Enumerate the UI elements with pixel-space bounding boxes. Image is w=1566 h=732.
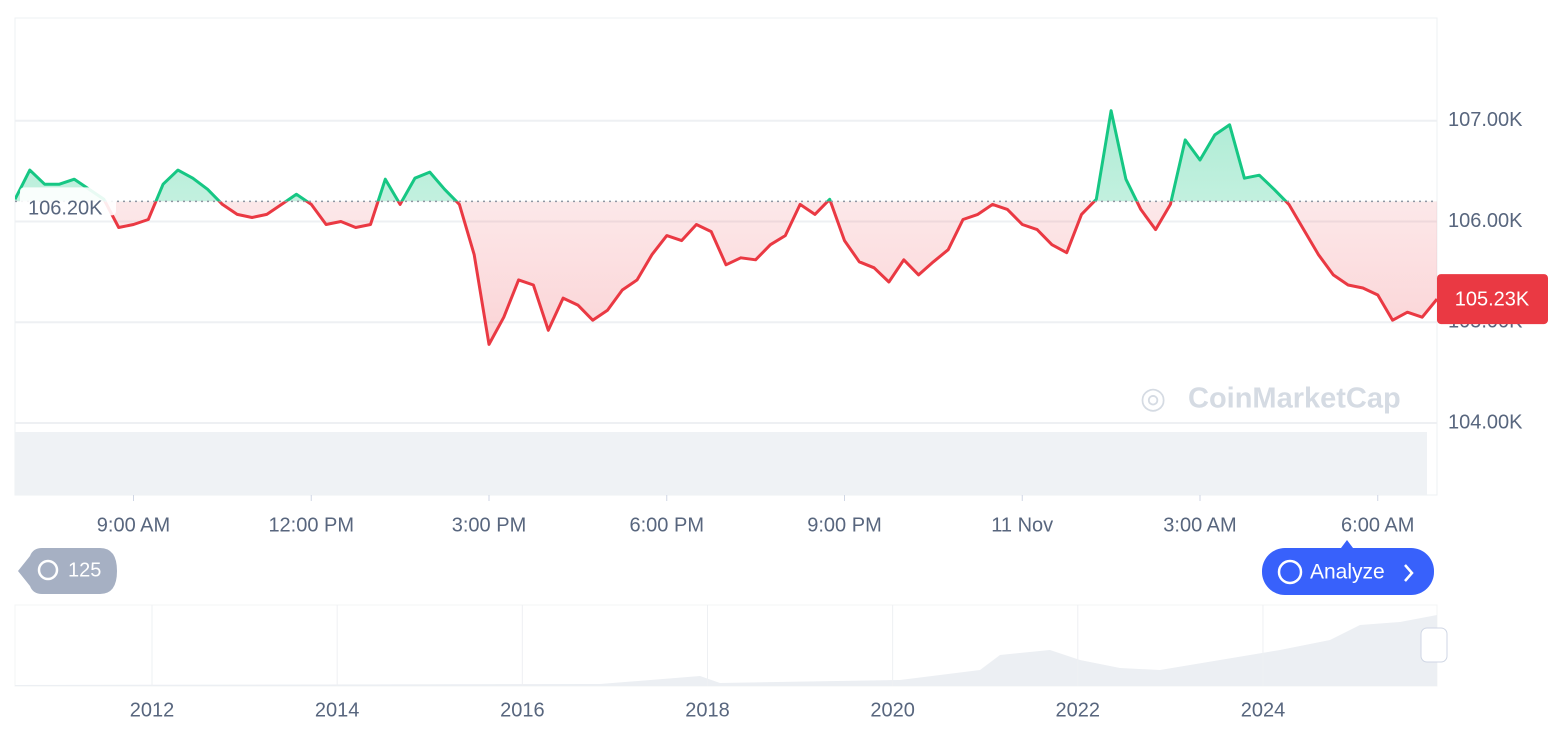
x-tick-label: 9:00 AM [97, 514, 170, 536]
navigator-area [15, 615, 1437, 686]
watermark-icon: ◎ [1140, 382, 1166, 415]
history-button[interactable]: 125 [18, 548, 117, 594]
price-line-down [103, 201, 1437, 346]
navigator-handle[interactable] [1420, 627, 1448, 663]
analyze-button[interactable]: Analyze [1262, 540, 1434, 595]
baseline-label: 106.20K [28, 198, 103, 220]
history-bg[interactable] [18, 548, 117, 594]
history-count: 125 [68, 559, 101, 581]
navigator-tick-label: 2016 [500, 699, 545, 721]
navigator-tick-label: 2012 [130, 699, 175, 721]
analyze-chevron [1404, 564, 1414, 582]
y-tick-label: 104.00K [1448, 411, 1523, 433]
x-tick-label: 3:00 PM [452, 514, 526, 536]
navigator-tick-label: 2018 [685, 699, 730, 721]
navigator-tick-label: 2022 [1056, 699, 1101, 721]
baseline-label-bg [20, 187, 116, 216]
x-tick-label: 11 Nov [991, 514, 1053, 536]
navigator-tick-label: 2024 [1241, 699, 1286, 721]
x-tick-label: 6:00 PM [630, 514, 704, 536]
watermark: CoinMarketCap [1188, 383, 1401, 415]
x-tick-label: 9:00 PM [807, 514, 881, 536]
x-tick-label: 3:00 AM [1163, 514, 1236, 536]
analyze-icon [1277, 559, 1303, 585]
analyze-pointer [1341, 540, 1353, 548]
navigator-tick-label: 2020 [870, 699, 915, 721]
volume-band [15, 432, 1427, 495]
current-price: 105.23K [1455, 288, 1530, 310]
area-down [104, 201, 1437, 345]
x-tick-label: 12:00 PM [268, 514, 354, 536]
x-tick-label: 6:00 AM [1341, 514, 1414, 536]
y-tick-label: 106.00K [1448, 210, 1523, 232]
y-tick-label: 107.00K [1448, 109, 1523, 131]
price-line-up [15, 109, 1289, 202]
history-icon [37, 559, 59, 581]
analyze-bg[interactable] [1262, 548, 1434, 595]
current-price-bg [1437, 274, 1548, 325]
analyze-label: Analyze [1310, 561, 1385, 584]
navigator-tick-label: 2014 [315, 699, 360, 721]
